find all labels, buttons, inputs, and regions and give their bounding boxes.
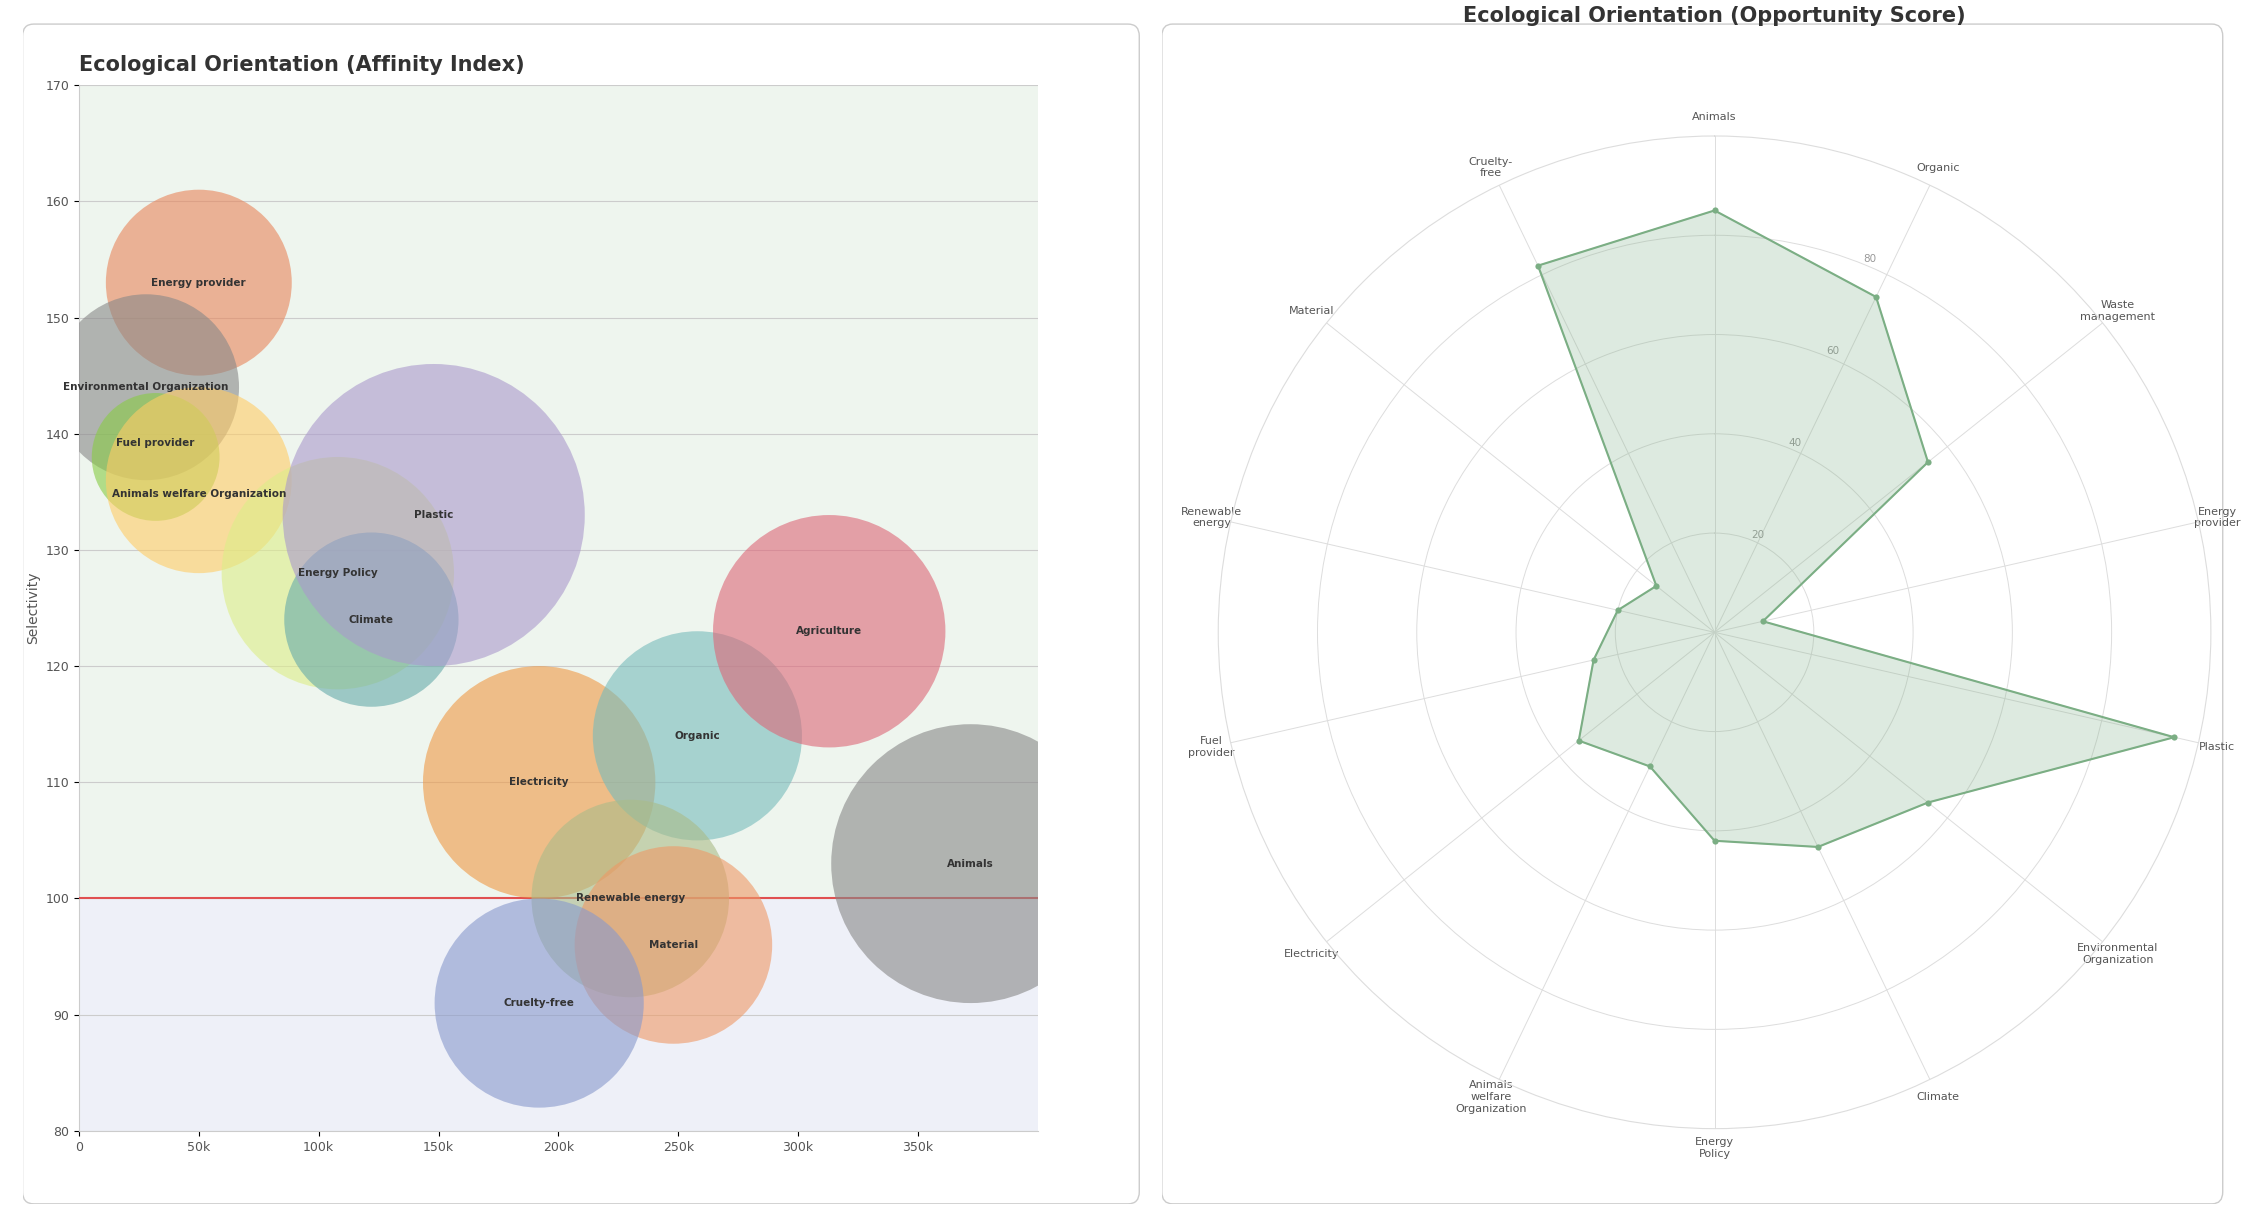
Point: [1859, 287, 1895, 306]
Text: Energy Policy: Energy Policy: [298, 568, 377, 578]
Text: Cruelty-free: Cruelty-free: [503, 998, 575, 1008]
Ellipse shape: [593, 631, 801, 840]
Ellipse shape: [221, 457, 453, 689]
Text: Energy provider: Energy provider: [151, 277, 246, 288]
Point: [1631, 756, 1667, 776]
Point: [1575, 651, 1611, 670]
Point: [1561, 731, 1597, 750]
Ellipse shape: [422, 666, 656, 899]
Text: Organic: Organic: [675, 731, 720, 741]
Ellipse shape: [575, 846, 772, 1043]
Text: Ecological Orientation (Affinity Index): Ecological Orientation (Affinity Index): [79, 55, 526, 75]
FancyBboxPatch shape: [23, 24, 1139, 1204]
Point: [1521, 255, 1557, 275]
Point: [1697, 201, 1733, 220]
Ellipse shape: [92, 393, 219, 520]
Ellipse shape: [54, 294, 239, 480]
Text: Renewable energy: Renewable energy: [575, 894, 686, 903]
Y-axis label: Selectivity: Selectivity: [25, 572, 41, 644]
Text: Plastic: Plastic: [415, 510, 453, 520]
Point: [1697, 831, 1733, 850]
Ellipse shape: [435, 899, 643, 1108]
Bar: [79, 899, 1038, 1131]
Ellipse shape: [106, 190, 291, 376]
Polygon shape: [1539, 210, 2175, 848]
Ellipse shape: [713, 516, 945, 748]
Bar: [79, 85, 1038, 899]
FancyBboxPatch shape: [1162, 24, 2222, 1204]
Ellipse shape: [532, 800, 729, 997]
Point: [1638, 576, 1674, 596]
Point: [1600, 601, 1636, 620]
Ellipse shape: [282, 364, 584, 666]
Text: Animals: Animals: [948, 858, 995, 868]
Text: Material: Material: [650, 940, 697, 950]
Ellipse shape: [830, 725, 1110, 1003]
Point: [1911, 452, 1947, 472]
Text: Agriculture: Agriculture: [796, 626, 862, 636]
Text: Animals welfare Organization: Animals welfare Organization: [111, 489, 287, 499]
Text: Fuel provider: Fuel provider: [117, 438, 194, 447]
Ellipse shape: [284, 533, 458, 706]
Text: Environmental Organization: Environmental Organization: [63, 382, 228, 393]
Point: [2157, 727, 2193, 747]
Ellipse shape: [106, 387, 291, 573]
Point: [1744, 612, 1780, 631]
Point: [1911, 793, 1947, 812]
Text: Climate: Climate: [350, 614, 395, 625]
Text: Electricity: Electricity: [510, 777, 569, 787]
Point: [1800, 838, 1836, 857]
Title: Ecological Orientation (Opportunity Score): Ecological Orientation (Opportunity Scor…: [1464, 6, 1965, 26]
